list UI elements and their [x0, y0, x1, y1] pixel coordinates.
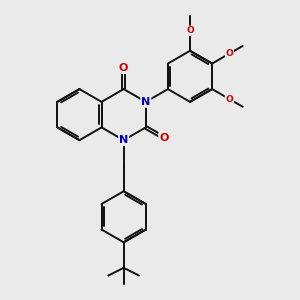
Text: N: N	[119, 135, 128, 145]
Text: N: N	[141, 97, 150, 107]
Text: O: O	[186, 26, 194, 35]
Text: O: O	[226, 49, 233, 58]
Text: O: O	[159, 133, 169, 143]
Text: O: O	[119, 63, 128, 73]
Text: O: O	[226, 94, 233, 103]
